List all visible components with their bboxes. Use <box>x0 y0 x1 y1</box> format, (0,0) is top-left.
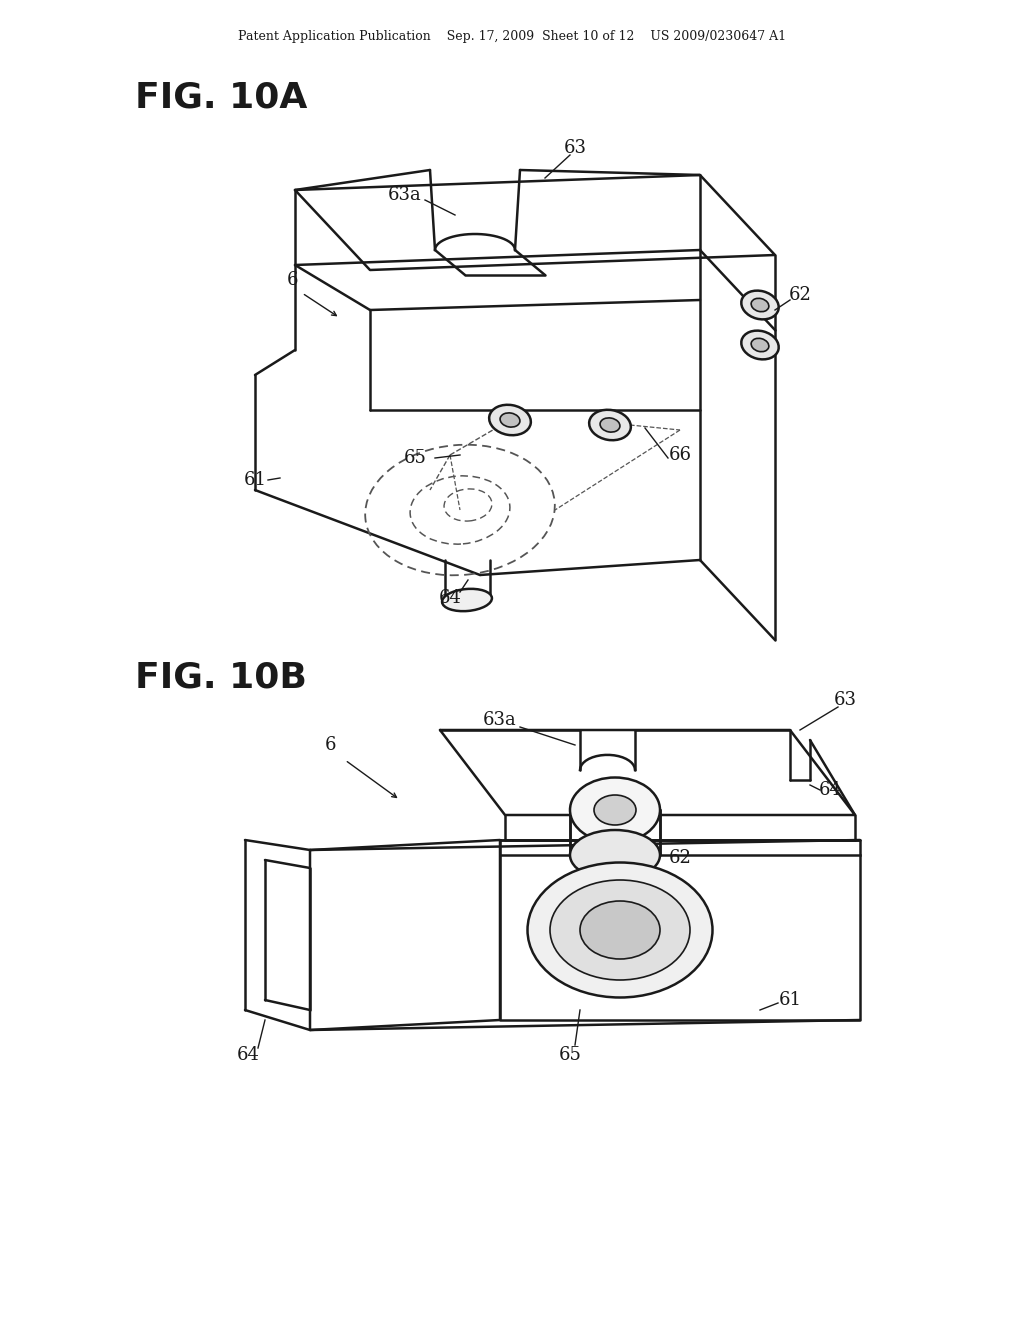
Ellipse shape <box>442 589 492 611</box>
Text: 6: 6 <box>325 737 336 754</box>
Ellipse shape <box>489 405 530 436</box>
Ellipse shape <box>527 862 713 998</box>
Ellipse shape <box>570 777 660 842</box>
Ellipse shape <box>752 338 769 351</box>
Ellipse shape <box>741 330 778 359</box>
Text: 62: 62 <box>669 849 691 867</box>
Text: 63a: 63a <box>483 711 517 729</box>
Text: 66: 66 <box>669 446 691 465</box>
Ellipse shape <box>600 418 620 432</box>
Ellipse shape <box>500 413 520 428</box>
Text: FIG. 10A: FIG. 10A <box>135 81 307 114</box>
Text: 64: 64 <box>438 589 462 607</box>
Text: 63a: 63a <box>388 186 422 205</box>
Ellipse shape <box>570 830 660 880</box>
Text: 65: 65 <box>403 449 426 467</box>
Ellipse shape <box>752 298 769 312</box>
Text: 65: 65 <box>558 1045 582 1064</box>
Text: Patent Application Publication    Sep. 17, 2009  Sheet 10 of 12    US 2009/02306: Patent Application Publication Sep. 17, … <box>238 30 786 44</box>
Text: 64: 64 <box>237 1045 259 1064</box>
Ellipse shape <box>580 902 660 960</box>
Ellipse shape <box>550 880 690 979</box>
Text: 62: 62 <box>788 286 811 304</box>
Text: 63: 63 <box>563 139 587 157</box>
Text: 63: 63 <box>834 690 856 709</box>
Ellipse shape <box>741 290 778 319</box>
Text: 61: 61 <box>778 991 802 1008</box>
Ellipse shape <box>594 795 636 825</box>
Text: 6: 6 <box>287 271 298 289</box>
Text: 61: 61 <box>244 471 266 488</box>
Ellipse shape <box>589 409 631 440</box>
Text: FIG. 10B: FIG. 10B <box>135 660 307 694</box>
Text: 64: 64 <box>818 781 842 799</box>
